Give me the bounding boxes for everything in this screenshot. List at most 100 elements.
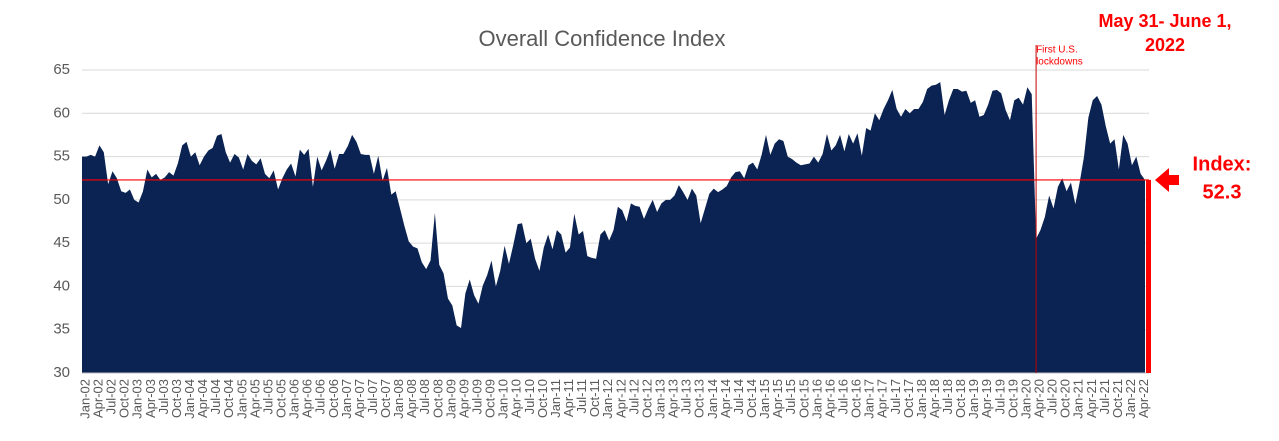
event-label: lockdowns (1036, 57, 1083, 68)
x-tick-label: Apr-04 (195, 379, 210, 418)
x-tick-label: Oct-17 (901, 379, 916, 418)
x-tick-label: Jan-05 (234, 379, 249, 419)
x-tick-label: Apr-15 (770, 379, 785, 418)
chart-title: Overall Confidence Index (478, 26, 725, 51)
y-tick-label: 55 (53, 148, 70, 165)
x-tick-label: Apr-12 (613, 379, 628, 418)
x-tick-label: Jul-04 (208, 379, 223, 414)
x-tick-label: Jan-15 (757, 379, 772, 419)
y-tick-label: 35 (53, 321, 70, 338)
y-tick-label: 50 (53, 191, 70, 208)
x-tick-label: Jul-20 (1045, 379, 1060, 414)
y-tick-label: 45 (53, 234, 70, 251)
x-tick-label: Oct-21 (1110, 379, 1125, 418)
x-tick-label: Oct-09 (483, 379, 498, 418)
x-tick-label: Jul-19 (992, 379, 1007, 414)
index-bar (1146, 179, 1151, 373)
x-tick-label: Oct-20 (1058, 379, 1073, 418)
x-tick-label: Jul-11 (574, 379, 589, 413)
x-tick-label: Jul-13 (679, 379, 694, 414)
x-tick-label: Oct-18 (953, 379, 968, 418)
x-tick-label: Apr-03 (143, 379, 158, 418)
x-tick-label: Jan-12 (600, 379, 615, 419)
x-tick-label: Jan-19 (966, 379, 981, 419)
x-tick-label: Oct-16 (849, 379, 864, 418)
x-tick-label: Apr-07 (352, 379, 367, 418)
x-tick-label: Jan-16 (809, 379, 824, 419)
x-tick-label: Apr-14 (718, 379, 733, 418)
x-tick-label: Jul-06 (313, 379, 328, 414)
x-tick-label: Oct-08 (430, 379, 445, 418)
x-tick-label: Oct-10 (535, 379, 550, 418)
x-tick-label: Apr-06 (300, 379, 315, 418)
x-tick-label: Jan-17 (862, 379, 877, 419)
index-arrow (1155, 167, 1179, 192)
x-tick-label: Oct-03 (169, 379, 184, 418)
x-tick-label: Jan-22 (1123, 379, 1138, 419)
index-label: Index: (1193, 153, 1252, 175)
event-label: First U.S. (1036, 45, 1078, 56)
x-tick-label: Oct-05 (273, 379, 288, 418)
x-tick-label: Jul-03 (156, 379, 171, 414)
x-tick-label: Jul-15 (783, 379, 798, 414)
x-tick-label: Oct-04 (221, 379, 236, 418)
x-tick-label: Oct-13 (692, 379, 707, 418)
x-tick-label: Jul-17 (888, 379, 903, 414)
x-tick-label: Jan-02 (77, 379, 92, 419)
x-tick-label: Apr-11 (561, 379, 576, 417)
x-tick-label: Oct-19 (1005, 379, 1020, 418)
x-tick-label: Apr-10 (509, 379, 524, 418)
x-tick-label: Jan-10 (496, 379, 511, 419)
x-tick-label: Apr-09 (456, 379, 471, 418)
x-tick-label: Jan-08 (391, 379, 406, 419)
x-tick-label: Jan-20 (1018, 379, 1033, 419)
x-tick-label: Jan-07 (339, 379, 354, 419)
x-tick-label: Oct-15 (796, 379, 811, 418)
x-tick-label: Jul-02 (104, 379, 119, 414)
x-tick-label: Jul-18 (940, 379, 955, 414)
x-tick-label: Jul-12 (626, 379, 641, 414)
y-tick-label: 60 (53, 104, 70, 121)
x-tick-label: Apr-02 (91, 379, 106, 418)
x-tick-label: Apr-22 (1136, 379, 1151, 418)
x-tick-label: Jul-05 (260, 379, 275, 414)
y-tick-label: 65 (53, 61, 70, 78)
y-tick-label: 30 (53, 364, 70, 381)
x-tick-label: Jul-21 (1097, 379, 1112, 414)
x-tick-label: Jan-09 (443, 379, 458, 419)
x-tick-label: Jul-08 (417, 379, 432, 414)
x-tick-label: Jul-09 (470, 379, 485, 414)
x-tick-label: Apr-16 (822, 379, 837, 418)
x-tick-label: Jul-14 (731, 379, 746, 414)
x-tick-label: Apr-21 (1084, 379, 1099, 418)
area (82, 82, 1145, 374)
date-note: 2022 (1145, 35, 1185, 55)
x-tick-label: Jul-16 (835, 379, 850, 414)
x-tick-label: Jan-13 (653, 379, 668, 419)
x-tick-label: Jan-11 (548, 379, 563, 418)
x-tick-label: Apr-13 (666, 379, 681, 418)
x-tick-label: Jan-18 (914, 379, 929, 419)
x-tick-label: Oct-07 (378, 379, 393, 418)
x-tick-label: Jul-10 (522, 379, 537, 414)
x-tick-label: Apr-20 (1032, 379, 1047, 418)
date-note: May 31- June 1, (1098, 11, 1231, 31)
x-tick-label: Oct-11 (587, 379, 602, 417)
x-tick-label: Apr-19 (979, 379, 994, 418)
x-tick-label: Jul-07 (365, 379, 380, 414)
x-tick-label: Jan-03 (130, 379, 145, 419)
x-tick-label: Jan-14 (705, 379, 720, 419)
x-tick-label: Oct-14 (744, 379, 759, 418)
x-tick-label: Oct-06 (326, 379, 341, 418)
x-tick-label: Apr-08 (404, 379, 419, 418)
x-tick-label: Jan-04 (182, 379, 197, 419)
x-tick-label: Jan-21 (1071, 379, 1086, 419)
x-tick-label: Apr-18 (927, 379, 942, 418)
x-tick-label: Apr-05 (247, 379, 262, 418)
x-tick-label: Oct-12 (639, 379, 654, 418)
x-tick-label: Oct-02 (117, 379, 132, 418)
y-tick-label: 40 (53, 277, 70, 294)
x-tick-label: Apr-17 (875, 379, 890, 418)
x-tick-label: Jan-06 (287, 379, 302, 419)
